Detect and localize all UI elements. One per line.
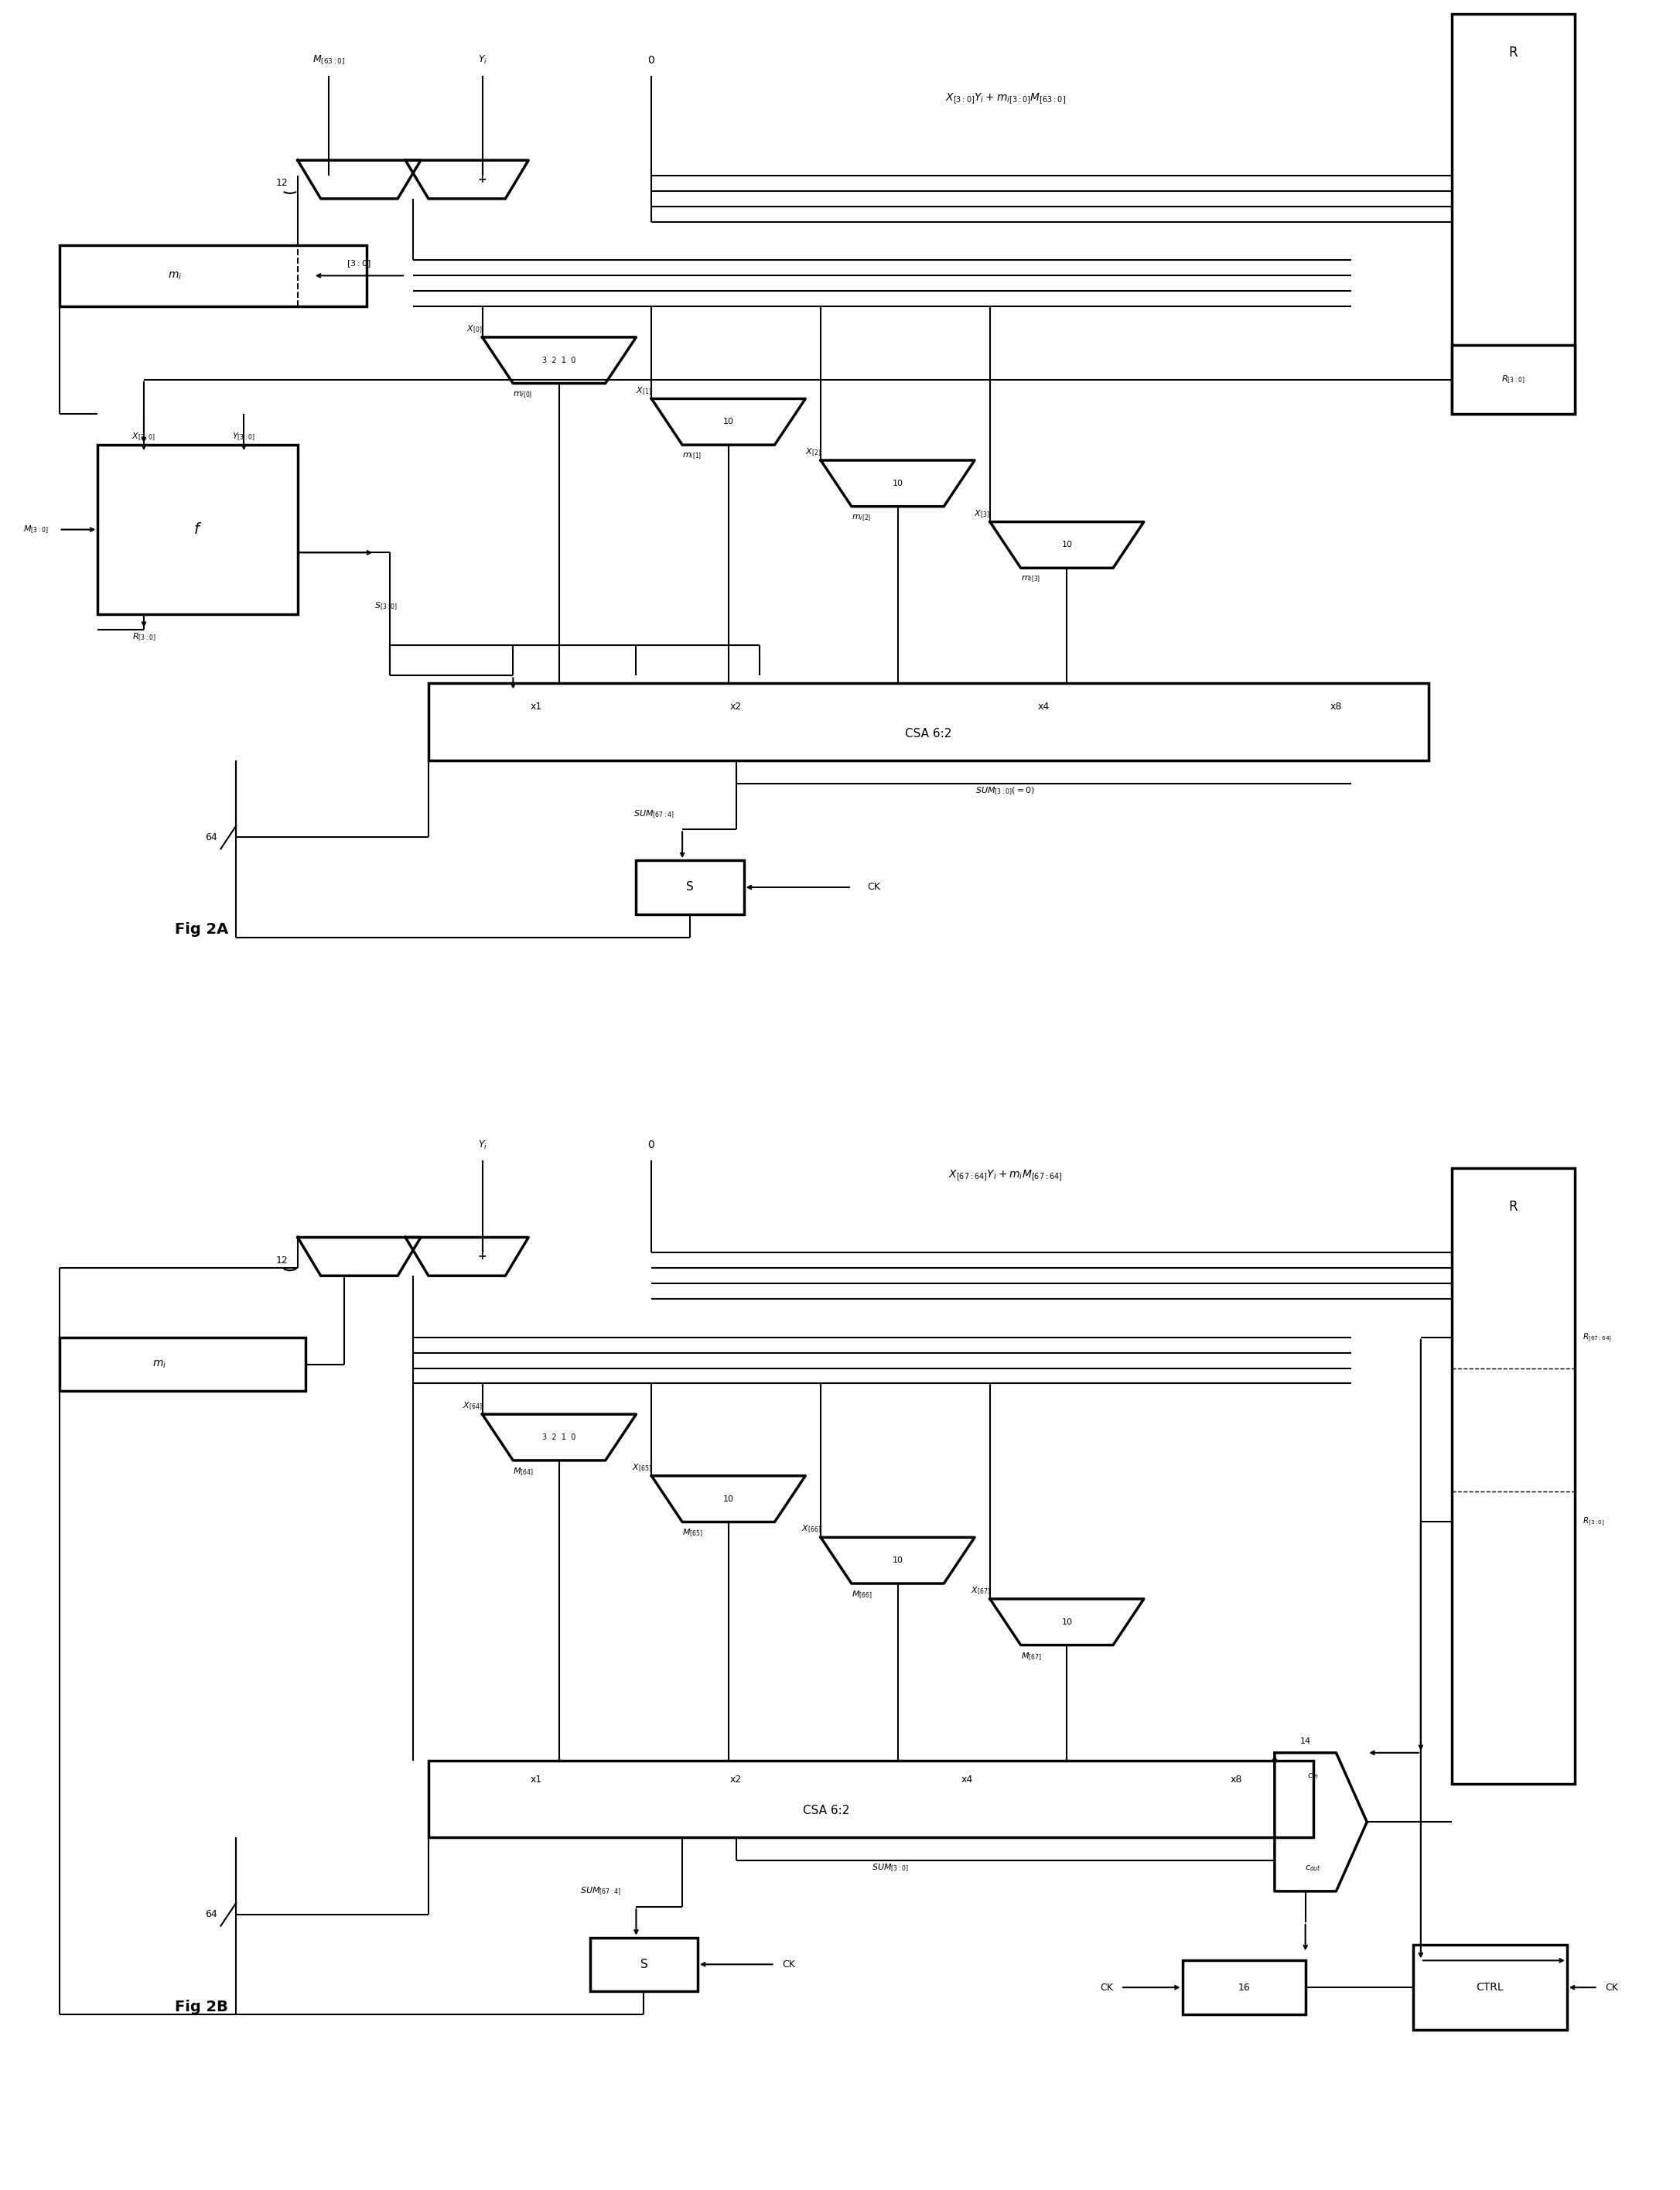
Text: $m_{i[1]}$: $m_{i[1]}$: [682, 451, 702, 462]
Bar: [428, 1761, 1314, 1837]
Text: $SUM_{[67:4]}$: $SUM_{[67:4]}$: [633, 808, 675, 819]
Text: $m_{i[3]}$: $m_{i[3]}$: [1021, 574, 1040, 585]
Text: x1: x1: [531, 701, 543, 712]
Text: x8: x8: [1230, 1774, 1242, 1785]
Text: CK: CK: [1606, 1982, 1618, 1993]
Text: 64: 64: [205, 832, 217, 843]
Text: CTRL: CTRL: [1477, 1982, 1504, 1993]
Bar: [1183, 1960, 1305, 2015]
Text: Fig 2B: Fig 2B: [175, 1999, 228, 2015]
Text: $[3:0]$: $[3:0]$: [346, 258, 371, 269]
Bar: [59, 245, 366, 307]
Text: 14: 14: [1300, 1737, 1310, 1745]
Text: CK: CK: [1100, 1982, 1114, 1993]
Bar: [428, 683, 1428, 760]
Text: R: R: [1509, 46, 1517, 59]
Text: 10: 10: [1062, 1618, 1072, 1625]
Text: $0$: $0$: [648, 55, 655, 66]
Bar: [1452, 344, 1574, 414]
Bar: [1452, 1167, 1574, 1783]
Text: $M_{[63:0]}$: $M_{[63:0]}$: [312, 55, 344, 66]
Text: CSA 6:2: CSA 6:2: [906, 727, 953, 740]
Text: $X_{[1]}$: $X_{[1]}$: [635, 385, 652, 396]
Text: x4: x4: [1038, 701, 1050, 712]
Text: 10: 10: [722, 1496, 734, 1502]
Text: CK: CK: [867, 883, 880, 891]
Text: $X_{[65]}$: $X_{[65]}$: [632, 1463, 652, 1474]
Text: $R_{[3:0]}$: $R_{[3:0]}$: [1502, 374, 1525, 385]
Text: 12: 12: [276, 177, 289, 188]
Text: $M_{[66]}$: $M_{[66]}$: [852, 1590, 872, 1601]
Text: CK: CK: [783, 1960, 795, 1969]
Text: $X_{[0]}$: $X_{[0]}$: [467, 324, 482, 335]
Text: $f$: $f$: [193, 521, 202, 537]
Text: 64: 64: [205, 1910, 217, 1918]
Text: 10: 10: [892, 480, 904, 486]
Text: 16: 16: [1238, 1982, 1250, 1993]
Text: $X_{[67:64]}Y_i + m_iM_{[67:64]}$: $X_{[67:64]}Y_i + m_iM_{[67:64]}$: [948, 1169, 1062, 1183]
Bar: [590, 1938, 697, 1991]
Text: $X_{[3]}$: $X_{[3]}$: [974, 508, 990, 519]
Text: x1: x1: [531, 1774, 543, 1785]
Text: x8: x8: [1331, 701, 1342, 712]
Text: x2: x2: [731, 701, 743, 712]
Bar: [1452, 13, 1574, 414]
Text: $X_{[3:0]}Y_i + m_{i[3:0]}M_{[63:0]}$: $X_{[3:0]}Y_i + m_{i[3:0]}M_{[63:0]}$: [946, 92, 1065, 105]
Text: $Y_i$: $Y_i$: [477, 55, 487, 66]
Text: $X_{[66]}$: $X_{[66]}$: [801, 1524, 822, 1535]
Text: $R_{[67:64]}$: $R_{[67:64]}$: [1583, 1332, 1611, 1342]
Text: $M_{[3:0]}$: $M_{[3:0]}$: [24, 523, 49, 534]
Text: $M_{[67]}$: $M_{[67]}$: [1021, 1651, 1042, 1662]
Text: $X_{[67]}$: $X_{[67]}$: [971, 1586, 990, 1597]
Text: 3  2  1  0: 3 2 1 0: [543, 357, 576, 364]
Text: x4: x4: [961, 1774, 973, 1785]
Text: $c_{out}$: $c_{out}$: [1305, 1864, 1320, 1872]
Text: $X_{[2]}$: $X_{[2]}$: [805, 447, 822, 458]
Text: S: S: [640, 1958, 647, 1971]
Text: $m_{i[2]}$: $m_{i[2]}$: [852, 512, 872, 523]
Text: 10: 10: [892, 1557, 904, 1564]
Bar: [637, 861, 744, 913]
Text: x2: x2: [731, 1774, 743, 1785]
Text: +: +: [477, 1250, 487, 1261]
Bar: [59, 1338, 306, 1391]
Text: 10: 10: [722, 418, 734, 425]
Text: $X_{[3:0]}$: $X_{[3:0]}$: [131, 431, 156, 442]
Text: $SUM_{[67:4]}$: $SUM_{[67:4]}$: [580, 1886, 622, 1897]
Text: 12: 12: [276, 1255, 289, 1266]
Text: $X_{[64]}$: $X_{[64]}$: [462, 1402, 482, 1413]
Text: 3  2  1  0: 3 2 1 0: [543, 1434, 576, 1441]
Text: $SUM_{[3:0]}$: $SUM_{[3:0]}$: [872, 1864, 909, 1875]
Text: $S_{[3:0]}$: $S_{[3:0]}$: [375, 600, 398, 611]
Text: Fig 2A: Fig 2A: [175, 922, 228, 937]
Text: $m_i$: $m_i$: [153, 1358, 166, 1369]
Text: $m_i$: $m_i$: [168, 269, 181, 280]
Text: $0$: $0$: [648, 1139, 655, 1150]
Text: $M_{[65]}$: $M_{[65]}$: [682, 1529, 704, 1540]
Text: $R_{[3:0]}$: $R_{[3:0]}$: [133, 631, 156, 642]
Text: $m_{i[0]}$: $m_{i[0]}$: [512, 390, 533, 399]
Bar: [97, 445, 297, 613]
Text: $R_{[3:0]}$: $R_{[3:0]}$: [1583, 1515, 1604, 1529]
Bar: [1413, 1945, 1567, 2030]
Text: 10: 10: [1062, 541, 1072, 550]
Text: $Y_i$: $Y_i$: [477, 1139, 487, 1152]
Text: $M_{[64]}$: $M_{[64]}$: [512, 1467, 534, 1478]
Text: $c_{in}$: $c_{in}$: [1307, 1772, 1319, 1780]
Text: R: R: [1509, 1200, 1517, 1213]
Text: +: +: [477, 173, 487, 184]
Text: $Y_{[3:0]}$: $Y_{[3:0]}$: [232, 431, 255, 442]
Text: CSA 6:2: CSA 6:2: [803, 1805, 850, 1816]
Text: $SUM_{[3:0]}(=0)$: $SUM_{[3:0]}(=0)$: [976, 786, 1035, 797]
Text: S: S: [685, 883, 694, 894]
